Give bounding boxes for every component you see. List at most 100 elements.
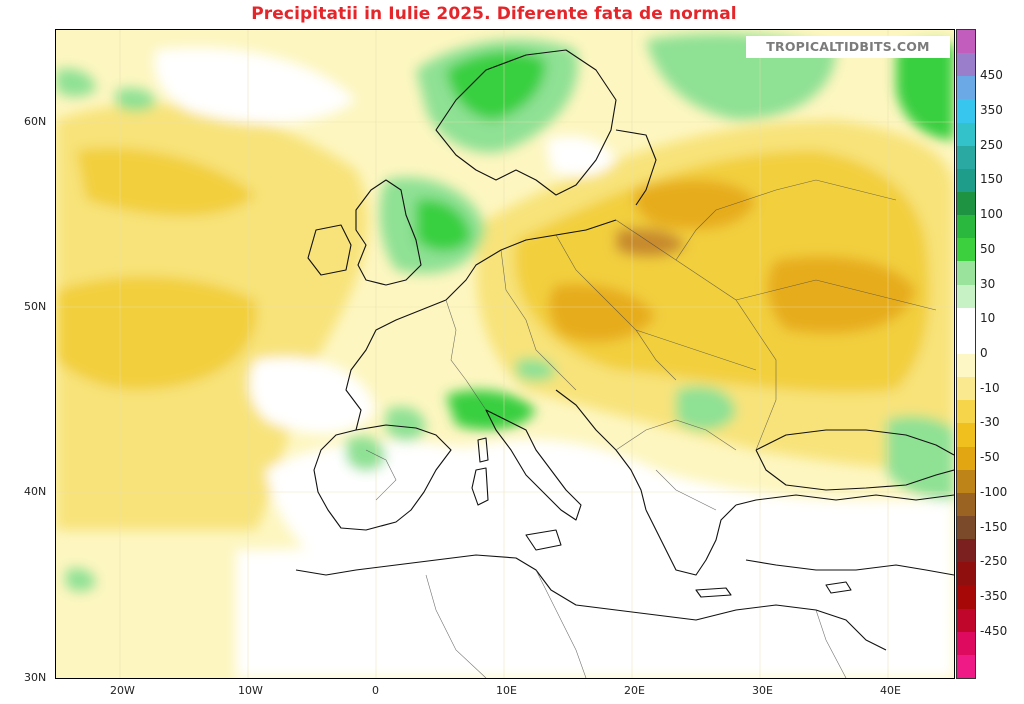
colorbar-swatch	[957, 354, 975, 378]
lon-label-20e: 20E	[624, 684, 645, 697]
colorbar-swatch	[957, 516, 975, 540]
coast-turkey	[735, 494, 954, 506]
colorbar-swatch	[957, 469, 975, 494]
wet-zone-atlantic-west	[56, 68, 96, 97]
colorbar-swatch	[957, 400, 975, 424]
coast-sicily	[525, 529, 562, 551]
colorbar-label: -150	[980, 520, 1008, 534]
drier-zone-west	[76, 147, 256, 217]
colorbar-swatch	[957, 585, 975, 610]
wet-zone-atlantic-small	[116, 88, 156, 112]
colorbar-label: 30	[980, 277, 996, 291]
colorbar-swatch	[957, 53, 975, 77]
colorbar-swatch	[957, 631, 975, 656]
coast-baltic-east	[615, 129, 657, 206]
colorbar-swatch	[957, 654, 975, 679]
very-dry-zone-ukraine	[767, 256, 916, 334]
coast-britain	[355, 179, 422, 286]
colorbar-swatch	[957, 261, 975, 286]
colorbar-swatch	[957, 330, 975, 355]
coast-sardinia	[471, 467, 489, 506]
coast-crete	[695, 587, 732, 598]
coast-cyprus	[825, 581, 852, 594]
colorbar-label: -450	[980, 624, 1008, 638]
lon-label-10w: 10W	[238, 684, 263, 697]
colorbar-swatch	[957, 284, 975, 309]
coast-north-europe	[445, 219, 617, 301]
coast-turkey-south	[745, 559, 954, 576]
anomaly-map	[56, 30, 954, 678]
colorbar-swatch	[957, 423, 975, 448]
drier-zone-atlantic	[56, 276, 258, 390]
colorbar-label: -350	[980, 589, 1008, 603]
colorbar-label: 250	[980, 138, 1003, 152]
lon-label-30e: 30E	[752, 684, 773, 697]
normal-zone-atlantic-north	[154, 47, 356, 124]
borders	[365, 179, 937, 678]
colorbar-swatch	[957, 539, 975, 563]
colorbar-swatch	[957, 99, 975, 124]
very-dry-zone-baltic	[634, 179, 756, 230]
colorbar-label: 100	[980, 207, 1003, 221]
wet-zone-morocco	[66, 568, 96, 592]
normal-zone-atlantic-south	[249, 357, 376, 434]
colorbar-swatch	[957, 145, 975, 170]
colorbar-label: 150	[980, 172, 1003, 186]
colorbar-swatch	[957, 608, 975, 633]
colorbar-label: -250	[980, 554, 1008, 568]
wet-zone-pyrenees	[386, 406, 426, 442]
colorbar-label: -10	[980, 381, 1000, 395]
coast-black-sea	[755, 429, 954, 491]
lat-label-50n: 50N	[24, 300, 47, 313]
colorbar-swatch	[957, 562, 975, 586]
colorbar-label: 10	[980, 311, 996, 325]
colorbar-swatch	[957, 377, 975, 401]
colorbar-label: -100	[980, 485, 1008, 499]
very-dry-zone-poland	[616, 228, 686, 257]
watermark: TROPICALTIDBITS.COM	[746, 36, 950, 58]
lon-label-20w: 20W	[110, 684, 135, 697]
colorbar-swatch	[957, 492, 975, 517]
colorbar	[956, 29, 976, 679]
graticule	[56, 30, 954, 678]
coast-scandinavia	[435, 49, 617, 196]
colorbar-label: -30	[980, 415, 1000, 429]
map-area[interactable]	[55, 29, 955, 679]
colorbar-swatch	[957, 122, 975, 147]
coast-ireland	[307, 224, 352, 276]
lat-label-40n: 40N	[24, 485, 47, 498]
normal-zone-north-africa	[236, 541, 954, 678]
colorbar-swatch	[957, 215, 975, 239]
colorbar-swatch	[957, 30, 975, 54]
lon-label-0: 0	[372, 684, 379, 697]
lat-label-60n: 60N	[24, 115, 47, 128]
very-wet-zone-norway	[446, 51, 546, 120]
lat-label-30n: 30N	[24, 671, 47, 684]
colorbar-swatch	[957, 446, 975, 471]
colorbar-label: 350	[980, 103, 1003, 117]
colorbar-label: 450	[980, 68, 1003, 82]
colorbar-swatch	[957, 192, 975, 216]
coast-iberia	[313, 424, 452, 531]
wet-zone-alps	[516, 358, 556, 382]
colorbar-swatch	[957, 307, 975, 332]
wet-zone-balkans-west	[676, 386, 736, 431]
colorbar-label: 0	[980, 346, 988, 360]
colorbar-swatch	[957, 168, 975, 193]
anomaly-shading	[56, 33, 954, 678]
coast-greece	[645, 504, 737, 576]
wet-zone-black-sea-east	[886, 415, 954, 500]
coast-italy	[485, 409, 582, 521]
very-wet-zone-northsea	[416, 199, 471, 252]
colorbar-label: -50	[980, 450, 1000, 464]
coast-corsica	[477, 437, 489, 463]
chart-title: Precipitatii in Iulie 2025. Diferente fa…	[251, 4, 737, 24]
colorbar-label: 50	[980, 242, 996, 256]
very-dry-zone-czech	[549, 283, 656, 343]
lon-label-40e: 40E	[880, 684, 901, 697]
lon-label-10e: 10E	[496, 684, 517, 697]
wet-zone-gulf-of-genoa	[446, 390, 536, 430]
normal-zone-baltic	[546, 136, 616, 177]
coast-france-biscay	[345, 299, 447, 431]
wet-zone-northeast	[896, 42, 954, 140]
